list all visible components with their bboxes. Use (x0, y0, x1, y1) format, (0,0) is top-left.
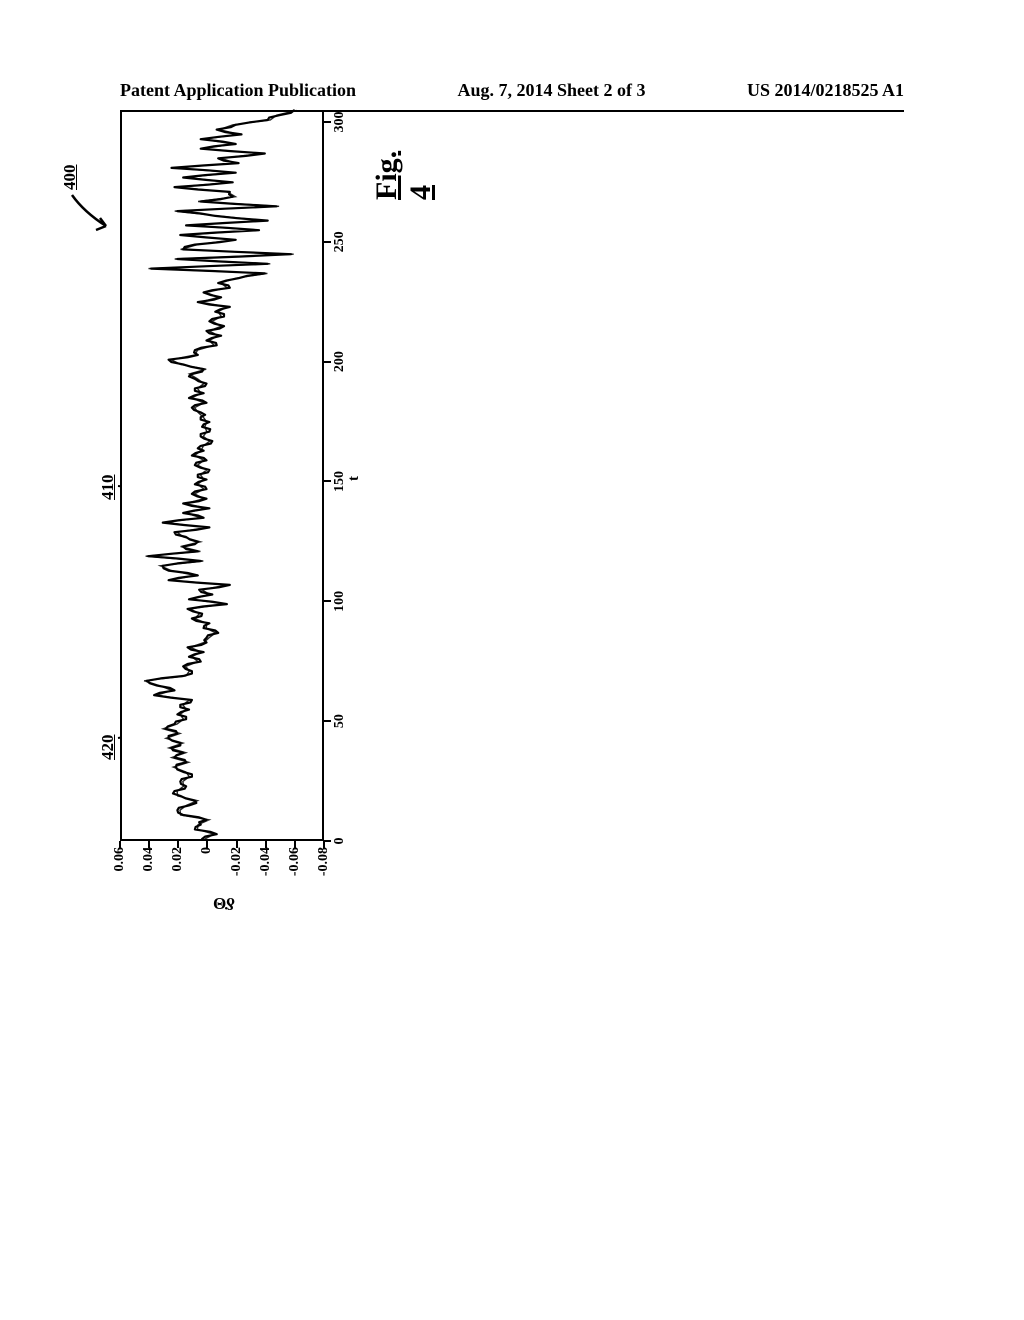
chart-line (122, 108, 326, 839)
y-tick-mark (265, 841, 267, 848)
page-header: Patent Application Publication Aug. 7, 2… (0, 80, 1024, 101)
x-tick-label: 150 (332, 462, 348, 502)
y-tick-mark (206, 841, 208, 848)
y-tick-label: -0.06 (287, 847, 303, 895)
figure-caption: Fig. 4 (370, 151, 438, 200)
y-tick-label: 0.02 (170, 847, 186, 895)
callout-420: 420 (98, 735, 118, 761)
x-tick-label: 250 (332, 222, 348, 262)
x-tick-label: 0 (332, 821, 348, 861)
figure-400: 400 410 420 -0.08-0.06-0.04-0.0200.020.0… (60, 250, 910, 940)
x-tick-label: 300 (332, 102, 348, 142)
callout-410: 410 (98, 475, 118, 501)
x-tick-label: 200 (332, 342, 348, 382)
y-tick-mark (236, 841, 238, 848)
y-tick-mark (323, 841, 325, 848)
y-tick-mark (294, 841, 296, 848)
header-left: Patent Application Publication (120, 80, 356, 101)
x-tick-label: 50 (332, 701, 348, 741)
x-tick-label: 100 (332, 581, 348, 621)
header-right: US 2014/0218525 A1 (747, 80, 904, 101)
x-tick-mark (324, 241, 331, 243)
x-tick-mark (324, 481, 331, 483)
x-axis-label: t (346, 476, 363, 481)
ref-arrow-400 (66, 180, 114, 240)
y-tick-label: -0.08 (316, 847, 332, 895)
y-tick-label: -0.02 (229, 847, 245, 895)
y-tick-label: -0.04 (258, 847, 274, 895)
y-tick-mark (119, 841, 121, 848)
y-axis-label: δ̇Θ (213, 893, 235, 913)
x-tick-mark (324, 600, 331, 602)
y-tick-label: 0 (199, 847, 215, 895)
y-tick-label: 0.04 (141, 847, 157, 895)
y-tick-mark (177, 841, 179, 848)
y-tick-label: 0.06 (112, 847, 128, 895)
chart-plot-area (120, 110, 324, 841)
header-center: Aug. 7, 2014 Sheet 2 of 3 (458, 80, 646, 101)
x-tick-mark (324, 361, 331, 363)
y-tick-mark (148, 841, 150, 848)
x-tick-mark (324, 840, 331, 842)
x-tick-mark (324, 720, 331, 722)
x-tick-mark (324, 121, 331, 123)
